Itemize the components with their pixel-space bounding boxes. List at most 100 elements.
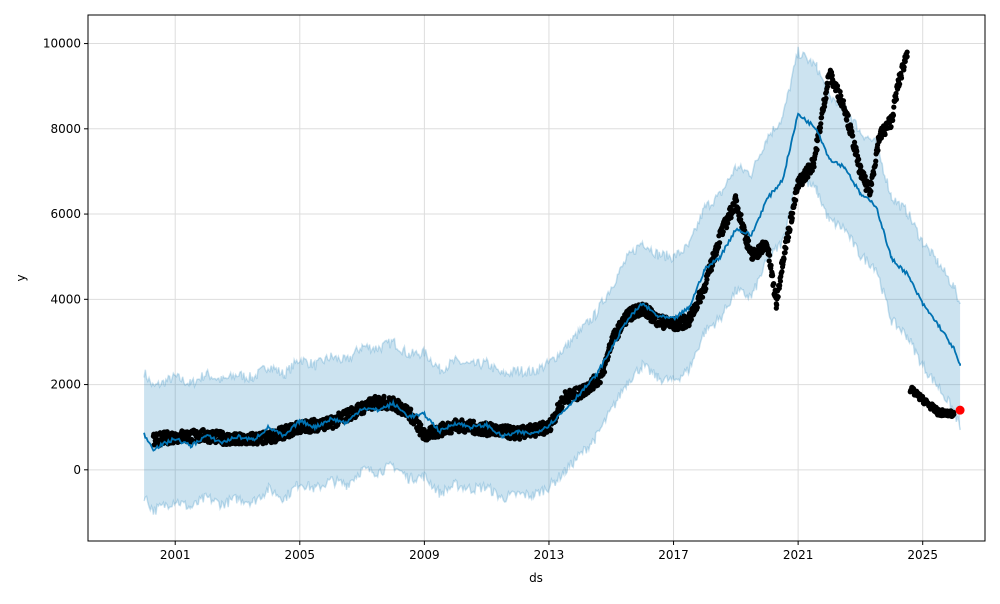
grid [88,15,985,541]
observed-point [844,117,850,123]
observed-point [838,93,844,99]
observed-point [821,104,828,110]
observed-point [517,436,523,442]
x-tick-label: 2025 [907,548,938,562]
observed-point [688,316,694,323]
observed-point [699,294,706,300]
observed-point [845,112,851,118]
observed-point [824,83,831,90]
observed-point [771,281,777,287]
observed-point [708,267,715,273]
observed-point [728,215,734,221]
observed-point [781,256,787,262]
observed-point [720,229,726,235]
observed-point [814,138,821,144]
observed-point [769,273,776,279]
x-axis-label: ds [529,571,543,585]
observed-point [893,96,900,102]
observed-point [777,278,784,284]
observed-point [785,234,792,240]
observed-point [787,227,793,233]
observed-point [834,83,841,89]
observed-point [818,114,825,121]
observed-point [733,198,740,204]
observed-point [890,117,896,123]
observed-point [904,49,910,55]
observed-point [775,294,781,300]
observed-point [601,369,608,375]
observed-point [805,174,811,180]
observed-point [817,125,824,131]
forecast-line [143,112,961,452]
y-tick-label: 10000 [43,37,81,51]
observed-point [559,404,565,410]
observed-point [694,304,700,311]
observed-point [901,64,907,70]
observed-point [818,121,824,127]
observed-point [875,147,881,153]
observed-point [904,54,910,60]
observed-point [898,75,905,81]
observed-point [717,240,723,246]
observed-point [724,225,730,231]
plot-frame [87,14,986,542]
observed-point [704,276,710,283]
observed-point [790,210,796,216]
observed-point [774,302,780,308]
observed-point [507,435,513,442]
ticks: 2001 2005 2009 2013 2017 2021 2025 0 2000 4000 600… [43,37,938,562]
observed-point [381,393,387,399]
observed-point [882,131,888,138]
observed-point [697,299,703,305]
observed-point [849,128,855,135]
observed-point [868,188,874,194]
observed-point [766,252,773,258]
observed-point [823,95,829,101]
observed-point [891,104,897,110]
observed-point [809,168,815,174]
x-tick-label: 2017 [658,548,689,562]
observed-point [897,81,903,87]
interval-lower-edge [143,173,961,515]
observed-point [869,181,875,187]
observed-point [782,250,788,256]
observed-point [840,98,847,104]
observed-point [890,112,897,118]
observed-point [566,399,572,405]
x-tick-label: 2021 [783,548,814,562]
observed-point [856,156,862,162]
observed-point [837,89,843,95]
observed-point [735,205,741,211]
x-tick-label: 2009 [409,548,440,562]
observed-point [854,148,860,154]
observed-point [814,147,820,153]
observed-point [738,211,744,218]
observed-point [783,245,789,251]
observed-point [951,411,957,418]
y-tick-label: 8000 [50,122,81,136]
observed-point [777,282,783,289]
uncertainty-interval [144,46,961,515]
observed-point [793,197,799,203]
observed-point [858,163,864,170]
observed-point [873,158,879,164]
x-tick-label: 2005 [285,548,316,562]
x-tick-label: 2001 [160,548,191,562]
observed-point [791,201,798,208]
observed-point [520,423,526,429]
observed-point [408,406,414,412]
observed-point [888,124,894,130]
observed-point [850,133,856,139]
y-tick-label: 6000 [50,207,81,221]
y-tick-label: 2000 [50,378,81,392]
y-tick-label: 4000 [50,292,81,306]
y-axis-label: y [14,274,28,281]
observed-point [871,171,877,177]
observed-point [851,139,858,145]
observed-point [200,427,206,433]
observed-point [766,247,772,253]
observed-point [789,215,795,221]
observed-point [811,164,817,170]
observed-point [862,173,868,179]
observed-point [470,418,477,424]
